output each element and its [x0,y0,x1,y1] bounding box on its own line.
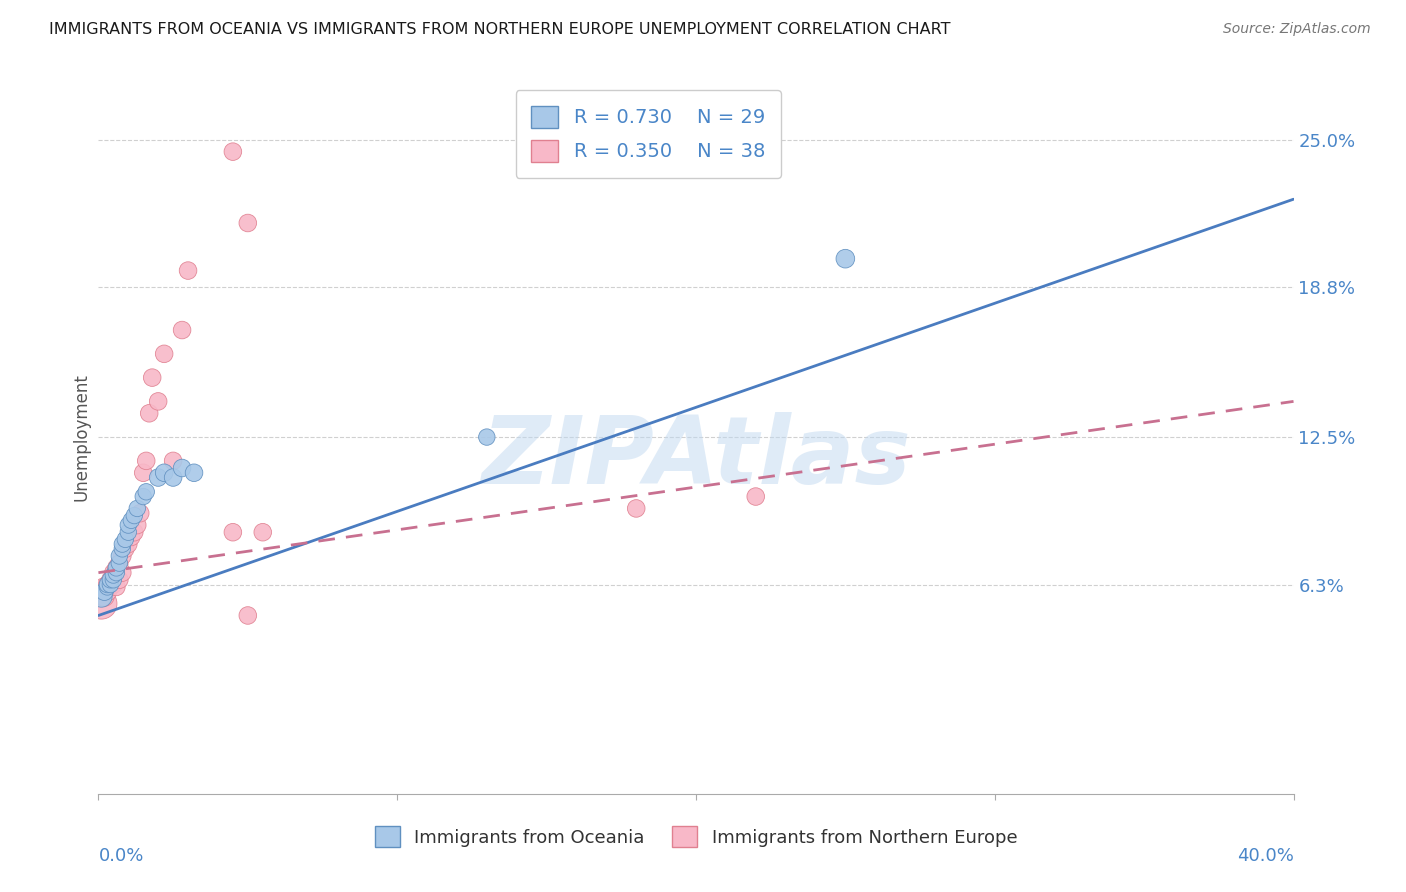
Point [834,252,856,266]
Point [626,501,648,516]
Point [135,484,157,499]
Text: 0.0%: 0.0% [98,847,143,865]
Point [153,466,176,480]
Point [90,590,112,604]
Point [222,145,245,159]
Point [745,490,768,504]
Point [93,590,115,604]
Point [105,566,128,580]
Point [103,568,125,582]
Point [108,549,131,563]
Point [127,518,149,533]
Text: ZIPAtlas: ZIPAtlas [481,412,911,505]
Point [141,370,163,384]
Text: 40.0%: 40.0% [1237,847,1294,865]
Point [105,580,128,594]
Point [96,580,118,594]
Point [111,566,134,580]
Point [135,454,157,468]
Point [222,525,245,540]
Point [98,573,122,587]
Point [108,556,131,570]
Point [114,533,136,547]
Text: IMMIGRANTS FROM OCEANIA VS IMMIGRANTS FROM NORTHERN EUROPE UNEMPLOYMENT CORRELAT: IMMIGRANTS FROM OCEANIA VS IMMIGRANTS FR… [49,22,950,37]
Point [172,323,194,337]
Point [148,470,170,484]
Point [111,541,134,556]
Point [93,584,115,599]
Point [132,490,155,504]
Point [117,518,139,533]
Point [96,577,118,591]
Point [236,608,259,623]
Point [124,525,146,540]
Text: Source: ZipAtlas.com: Source: ZipAtlas.com [1223,22,1371,37]
Legend: Immigrants from Oceania, Immigrants from Northern Europe: Immigrants from Oceania, Immigrants from… [366,817,1026,856]
Point [117,537,139,551]
Point [98,577,122,591]
Point [90,584,112,599]
Point [138,406,160,420]
Point [183,466,205,480]
Point [162,454,184,468]
Point [93,580,115,594]
Point [236,216,259,230]
Point [90,597,112,611]
Point [105,561,128,575]
Point [132,466,155,480]
Point [98,573,122,587]
Point [108,556,131,570]
Point [148,394,170,409]
Point [103,573,125,587]
Point [120,530,142,544]
Point [127,501,149,516]
Point [129,506,152,520]
Point [103,566,125,580]
Point [111,549,134,563]
Point [96,584,118,599]
Point [114,541,136,556]
Point [105,561,128,575]
Point [252,525,274,540]
Point [96,577,118,591]
Point [124,508,146,523]
Y-axis label: Unemployment: Unemployment [72,373,90,501]
Point [475,430,498,444]
Point [111,537,134,551]
Point [177,263,200,277]
Point [153,347,176,361]
Point [108,573,131,587]
Point [172,461,194,475]
Point [120,513,142,527]
Point [103,577,125,591]
Point [117,525,139,540]
Point [162,470,184,484]
Point [98,580,122,594]
